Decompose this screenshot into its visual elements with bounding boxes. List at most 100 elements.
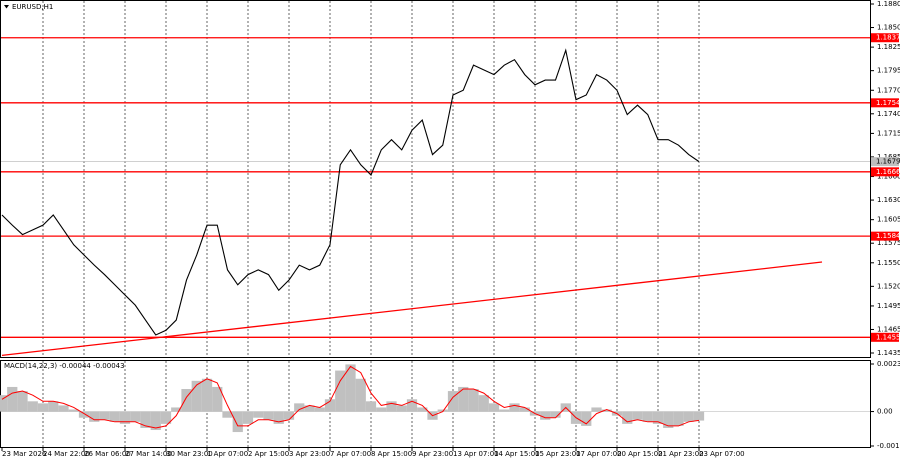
macd-bar — [468, 389, 479, 412]
x-tick-label: 27 Mar 14:00 — [125, 450, 172, 458]
x-tick-label: 7 Apr 07:00 — [330, 450, 371, 458]
x-tick-label: 23 Mar 2026 — [2, 450, 47, 458]
symbol-title: EURUSD,H1 — [12, 3, 53, 11]
macd-bar — [447, 391, 459, 412]
macd-bar — [68, 409, 79, 412]
y-tick-label: 0.00 — [877, 408, 893, 416]
macd-bar — [171, 407, 182, 412]
y-tick-label: 1.1850 — [877, 24, 900, 32]
macd-bar — [0, 395, 8, 412]
macd-bar — [437, 409, 448, 412]
macd-bar — [376, 407, 387, 412]
macd-bar — [273, 411, 284, 424]
x-tick-label: 21 Apr 23:00 — [658, 450, 704, 458]
y-tick-label: 1.1520 — [877, 282, 900, 290]
level-label: 1.1584 — [876, 232, 900, 240]
macd-bar — [406, 399, 418, 412]
macd-bar — [304, 405, 315, 412]
macd-bar — [499, 409, 510, 412]
macd-bar — [48, 401, 59, 412]
macd-bar — [550, 411, 561, 418]
macd-bar — [673, 411, 684, 426]
macd-bar — [355, 378, 366, 412]
macd-bar — [27, 401, 38, 412]
macd-bar — [222, 411, 233, 418]
x-tick-label: 9 Apr 23:00 — [412, 450, 453, 458]
y-tick-label: 1.1550 — [877, 259, 900, 267]
macd-bar — [17, 391, 28, 412]
macd-title: MACD(14,22,3) -0.00044 -0.00043 — [4, 362, 125, 370]
y-tick-label: -0.00168 — [877, 442, 900, 450]
x-tick-label: 15 Apr 23:00 — [535, 450, 581, 458]
level-label-box — [871, 98, 899, 108]
level-label: 1.1455 — [876, 333, 900, 341]
x-tick-label: 20 Apr 15:00 — [617, 450, 663, 458]
trend-line — [1, 261, 823, 356]
macd-bar — [242, 411, 254, 424]
menu-icon — [4, 5, 9, 9]
macd-bar — [263, 411, 274, 420]
y-tick-label: 1.1660 — [877, 173, 900, 181]
macd-bar — [140, 411, 151, 428]
y-tick-label: 1.1605 — [877, 216, 900, 224]
macd-bar — [345, 364, 356, 412]
macd-bar — [130, 411, 141, 422]
y-tick-label: 1.1575 — [877, 239, 900, 247]
macd-bar — [540, 411, 551, 420]
macd-bar — [283, 411, 295, 420]
y-tick-label: 1.1880 — [877, 0, 900, 8]
macd-bar — [119, 411, 131, 424]
macd-bar — [58, 405, 69, 412]
price-panel — [0, 0, 871, 358]
macd-bar — [7, 386, 18, 412]
macd-bar — [591, 407, 602, 412]
macd-bar — [150, 411, 161, 431]
level-label-box — [871, 231, 899, 241]
macd-bar — [232, 411, 243, 433]
x-tick-label: 24 Mar 22:00 — [43, 450, 90, 458]
macd-bar — [663, 411, 674, 428]
macd-bar — [622, 411, 633, 424]
y-tick-label: 1.1770 — [877, 86, 900, 94]
last-price-box — [871, 157, 899, 167]
macd-bar — [89, 411, 100, 422]
y-tick-label: 1.1715 — [877, 129, 900, 137]
signal-line — [1, 365, 700, 429]
macd-bar — [458, 386, 469, 412]
macd-bar — [37, 403, 49, 412]
macd-bar — [601, 409, 612, 412]
macd-bar — [488, 403, 500, 412]
y-tick-label: 1.1795 — [877, 67, 900, 75]
x-tick-label: 26 Mar 06:00 — [84, 450, 131, 458]
macd-bar — [632, 411, 643, 420]
level-label-box — [871, 33, 899, 43]
x-tick-label: 17 Apr 07:00 — [576, 450, 622, 458]
level-label-box — [871, 167, 899, 177]
x-tick-label: 1 Apr 07:00 — [207, 450, 248, 458]
macd-bar — [693, 411, 705, 421]
level-label: 1.1837 — [876, 34, 900, 42]
level-label: 1.1666 — [876, 168, 900, 176]
last-price-label: 1.1679 — [876, 158, 900, 166]
level-label: 1.1754 — [876, 99, 900, 107]
level-label-box — [871, 332, 899, 342]
macd-bar — [324, 399, 336, 412]
y-tick-label: 1.1740 — [877, 110, 900, 118]
macd-bar — [181, 389, 192, 412]
macd-bar — [160, 411, 172, 424]
y-tick-label: 1.1630 — [877, 196, 900, 204]
macd-bar — [99, 411, 110, 420]
macd-bar — [294, 403, 305, 412]
x-tick-label: 30 Mar 23:00 — [166, 450, 213, 458]
macd-bar — [335, 370, 346, 412]
y-tick-label: 1.1465 — [877, 325, 900, 333]
macd-bar — [478, 395, 489, 412]
macd-bar — [509, 403, 520, 412]
y-tick-label: 1.1435 — [877, 349, 900, 357]
macd-bar — [365, 401, 377, 412]
macd-bar — [581, 411, 592, 426]
x-tick-label: 3 Apr 23:00 — [289, 450, 330, 458]
macd-bar — [201, 378, 213, 412]
